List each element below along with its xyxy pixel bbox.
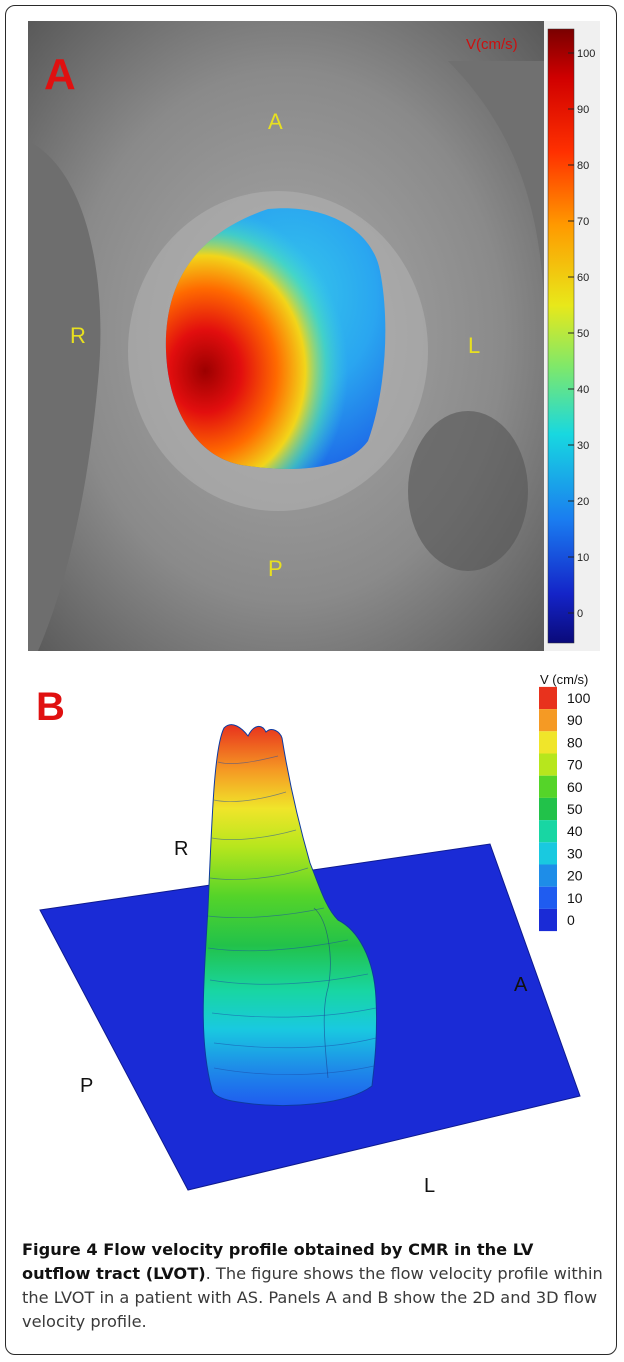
colorbar-a-tick-label: 80: [577, 160, 589, 172]
band-lines: [207, 755, 377, 1075]
colorbar-b-swatch: [539, 686, 557, 710]
panel-b-label: B: [36, 685, 65, 729]
orient-left-label: R: [70, 323, 86, 348]
colorbar-a-tick-label: 0: [577, 608, 583, 620]
colorbar-b-swatch: [539, 731, 557, 754]
colorbar-b-swatch: [539, 797, 557, 821]
orient-a-label: A: [514, 974, 528, 996]
velocity-vessel: [165, 208, 386, 470]
caption-body: . The figure shows the flow velocity pro…: [22, 1264, 603, 1331]
colorbar-b-swatch: [539, 886, 557, 909]
orient-l-label: L: [424, 1175, 435, 1197]
panel-a-colorbar-title: V(cm/s): [466, 36, 518, 53]
panel-a-label: A: [44, 50, 76, 99]
colorbar-b-tick-label: 90: [567, 712, 583, 728]
colorbar-b-tick-label: 10: [567, 890, 583, 906]
colorbar-a-tick-label: 10: [577, 552, 589, 564]
orient-bottom-label: P: [268, 556, 283, 581]
colorbar-a-tick-label: 20: [577, 496, 589, 508]
orient-top-label: A: [268, 109, 283, 134]
colorbar-b-swatch: [539, 709, 557, 732]
colorbar-b-tick-label: 40: [567, 823, 583, 839]
colorbar-b-swatch: [539, 753, 557, 776]
colorbar-b-swatch: [539, 842, 557, 865]
colorbar-b-tick-label: 80: [567, 734, 583, 750]
orient-right-label: L: [468, 333, 480, 358]
caption-title: Figure 4 Flow velocity profile obtained …: [22, 1240, 534, 1283]
colorbar-a-tick-label: 50: [577, 328, 589, 340]
colorbar-a-tick-label: 90: [577, 104, 589, 116]
panel-b-colorbar-title: V (cm/s): [540, 672, 588, 687]
colorbar-b-swatch: [539, 864, 557, 887]
colorbar-b-tick-label: 30: [567, 845, 583, 861]
colorbar-b-tick-label: 0: [567, 912, 575, 928]
colorbar-b-swatch: [539, 908, 557, 932]
colorbar-a-tick-label: 60: [577, 272, 589, 284]
colorbar-b-tick-label: 100: [567, 690, 591, 706]
colorbar-b-tick-label: 50: [567, 801, 583, 817]
colorbar-b-tick-label: 60: [567, 779, 583, 795]
colorbar-b-tick-label: 70: [567, 757, 583, 773]
figure-caption: Figure 4 Flow velocity profile obtained …: [22, 1238, 606, 1334]
velocity-peak-surface: [202, 724, 378, 1106]
colorbar-a-tick-label: 100: [577, 48, 595, 60]
colorbar-b-swatch: [539, 820, 557, 843]
colorbar-b-tick-label: 20: [567, 868, 583, 884]
colorbar-a-tick-label: 70: [577, 216, 589, 228]
colorbar-a-tick-label: 30: [577, 440, 589, 452]
colorbar-a: [547, 28, 575, 644]
colorbar-a-tick-label: 40: [577, 384, 589, 396]
colorbar-b-swatch: [539, 775, 557, 798]
orient-p-label: P: [80, 1075, 93, 1097]
orient-r-label: R: [174, 838, 188, 860]
